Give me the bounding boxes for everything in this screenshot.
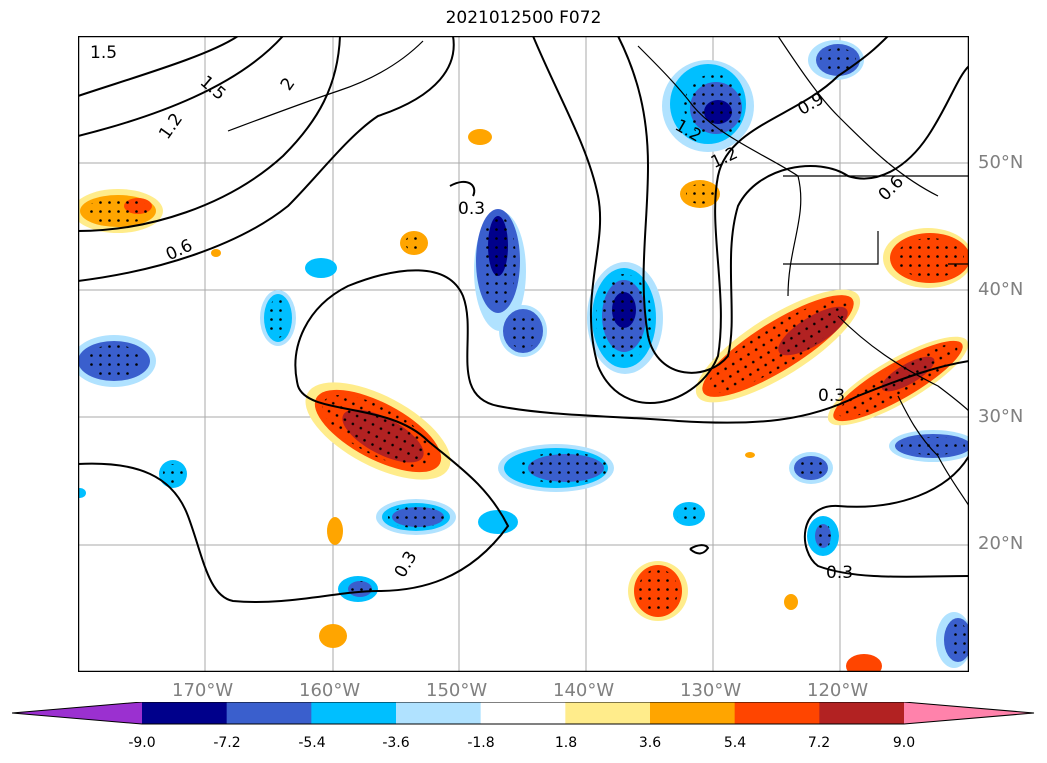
- colorbar-segment: [226, 702, 312, 724]
- colorbar-tick: -7.2: [213, 735, 241, 751]
- contour-label: 0.6: [163, 236, 196, 266]
- lat-label: 20°N: [978, 533, 1024, 554]
- contour-label: 0.3: [826, 563, 853, 583]
- coastlines: [227, 36, 969, 507]
- colorbar-tick: -3.6: [382, 735, 410, 751]
- contour-label: 0.3: [391, 548, 422, 581]
- map-border: [78, 36, 969, 672]
- colorbar-segment: [904, 702, 1034, 724]
- colorbar-tick: 3.6: [638, 735, 662, 751]
- colorbar-segment: [142, 702, 228, 724]
- contour-label: 0.9: [794, 89, 827, 120]
- lat-label: 40°N: [978, 279, 1024, 300]
- colorbar-tick: -9.0: [128, 735, 156, 751]
- lat-label: 30°N: [978, 406, 1024, 427]
- colorbar-segment: [12, 702, 142, 724]
- contour-label: 2: [277, 74, 300, 94]
- colorbar-tick: 1.8: [554, 735, 578, 751]
- contour-label: 1.5: [196, 72, 230, 105]
- contour-label: 1.2: [155, 110, 187, 144]
- lat-label: 50°N: [978, 152, 1024, 173]
- colorbar-tick: 5.4: [723, 735, 747, 751]
- colorbar: [12, 702, 1035, 725]
- lon-label: 140°W: [553, 680, 615, 701]
- colorbar-tick: -5.4: [298, 735, 326, 751]
- contour-label: 0.3: [458, 199, 485, 219]
- lon-label: 170°W: [172, 680, 234, 701]
- lon-label: 160°W: [299, 680, 361, 701]
- lon-label: 150°W: [426, 680, 488, 701]
- contour-label: 0.3: [818, 386, 845, 406]
- colorbar-segment: [396, 702, 482, 724]
- colorbar-segment: [819, 702, 905, 724]
- contour-lines: [78, 36, 969, 604]
- map-title: 2021012500 F072: [445, 8, 602, 28]
- colorbar-segment: [650, 702, 736, 724]
- lon-label: 130°W: [680, 680, 742, 701]
- colorbar-tick: 9.0: [892, 735, 916, 751]
- colorbar-outline: [12, 702, 1035, 725]
- colorbar-segment: [565, 702, 651, 724]
- stippling: [84, 48, 968, 658]
- colorbar-tick: 7.2: [807, 735, 831, 751]
- colorbar-segment: [734, 702, 820, 724]
- colorbar-segment: [480, 702, 566, 724]
- colorbar-tick: -1.8: [467, 735, 495, 751]
- map-plot: 1.5 1.5 2 1.2 0.6 0.3 1.2 0.9 1.2 0.6 0.…: [78, 36, 969, 672]
- lon-label: 120°W: [807, 680, 869, 701]
- contour-label: 1.5: [90, 43, 117, 63]
- colorbar-segment: [311, 702, 397, 724]
